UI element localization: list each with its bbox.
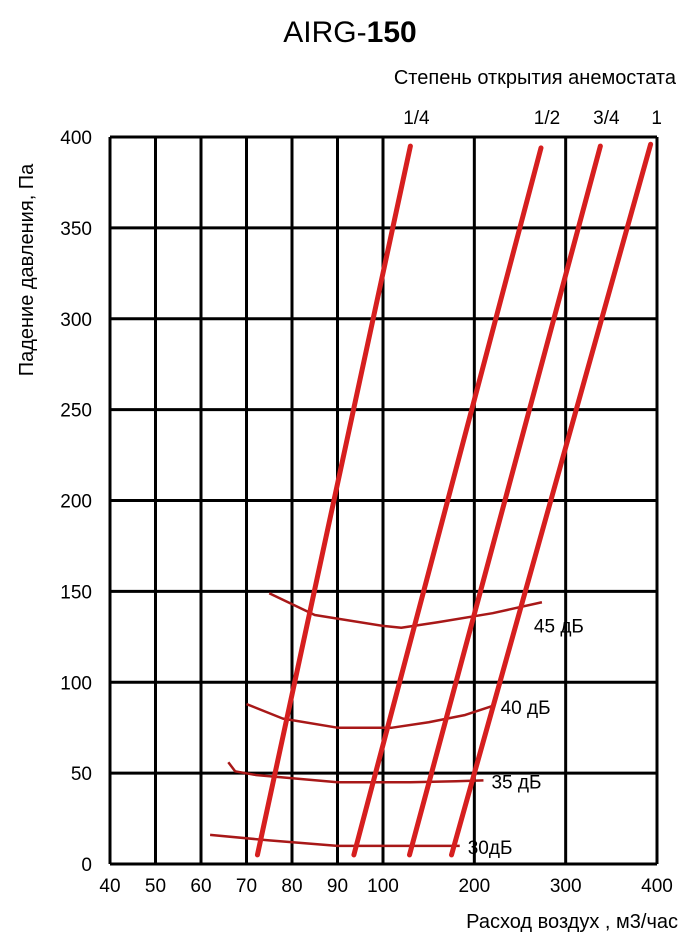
series-line xyxy=(254,143,413,858)
x-tick-label: 40 xyxy=(99,876,120,897)
y-tick-label: 250 xyxy=(60,401,92,422)
noise-curve xyxy=(209,833,460,848)
x-tick-label: 70 xyxy=(236,876,257,897)
y-tick-label: 300 xyxy=(60,310,92,331)
series-line xyxy=(351,145,544,858)
y-tick-label: 350 xyxy=(60,219,92,240)
noise-label: 35 дБ xyxy=(491,772,541,793)
noise-label: 45 дБ xyxy=(534,616,584,637)
y-axis-label: Падение давления, Па xyxy=(16,163,38,376)
series-line xyxy=(449,141,654,858)
x-tick-label: 300 xyxy=(550,876,582,897)
series-line xyxy=(406,143,603,858)
x-tick-label: 80 xyxy=(281,876,302,897)
noise-curve xyxy=(227,761,484,784)
y-tick-label: 50 xyxy=(71,764,92,785)
x-tick-label: 100 xyxy=(367,876,399,897)
x-tick-label: 50 xyxy=(145,876,166,897)
top-label: Степень открытия анемостата xyxy=(394,67,677,89)
x-tick-label: 90 xyxy=(327,876,348,897)
noise-curve xyxy=(268,592,543,629)
y-tick-label: 100 xyxy=(60,673,92,694)
y-tick-label: 150 xyxy=(60,582,92,603)
noise-label: 40 дБ xyxy=(501,698,551,719)
noise-curves: 45 дБ 40 дБ 35 дБ 30дБ xyxy=(209,592,584,859)
x-tick-label: 400 xyxy=(641,876,673,897)
series-label: 3/4 xyxy=(593,108,620,129)
series-label: 1/4 xyxy=(403,108,430,129)
tick-labels: 0 50 100 150 200 250 300 350 400 40 50 60 70 80 90 100 2… xyxy=(60,128,673,897)
x-tick-label: 200 xyxy=(458,876,490,897)
x-tick-label: 60 xyxy=(190,876,211,897)
grid xyxy=(108,135,659,866)
y-tick-label: 0 xyxy=(81,855,92,876)
noise-label: 30дБ xyxy=(468,838,513,859)
opening-lines: 1/4 1/2 3/4 1 xyxy=(254,108,662,858)
series-label: 1 xyxy=(651,108,662,129)
noise-curve xyxy=(246,702,493,729)
x-axis-label: Расход воздух , м3/час xyxy=(466,911,678,933)
chart-title: AIRG-150 xyxy=(283,16,416,49)
series-label: 1/2 xyxy=(534,108,560,129)
y-tick-label: 400 xyxy=(60,128,92,149)
y-tick-label: 200 xyxy=(60,492,92,513)
